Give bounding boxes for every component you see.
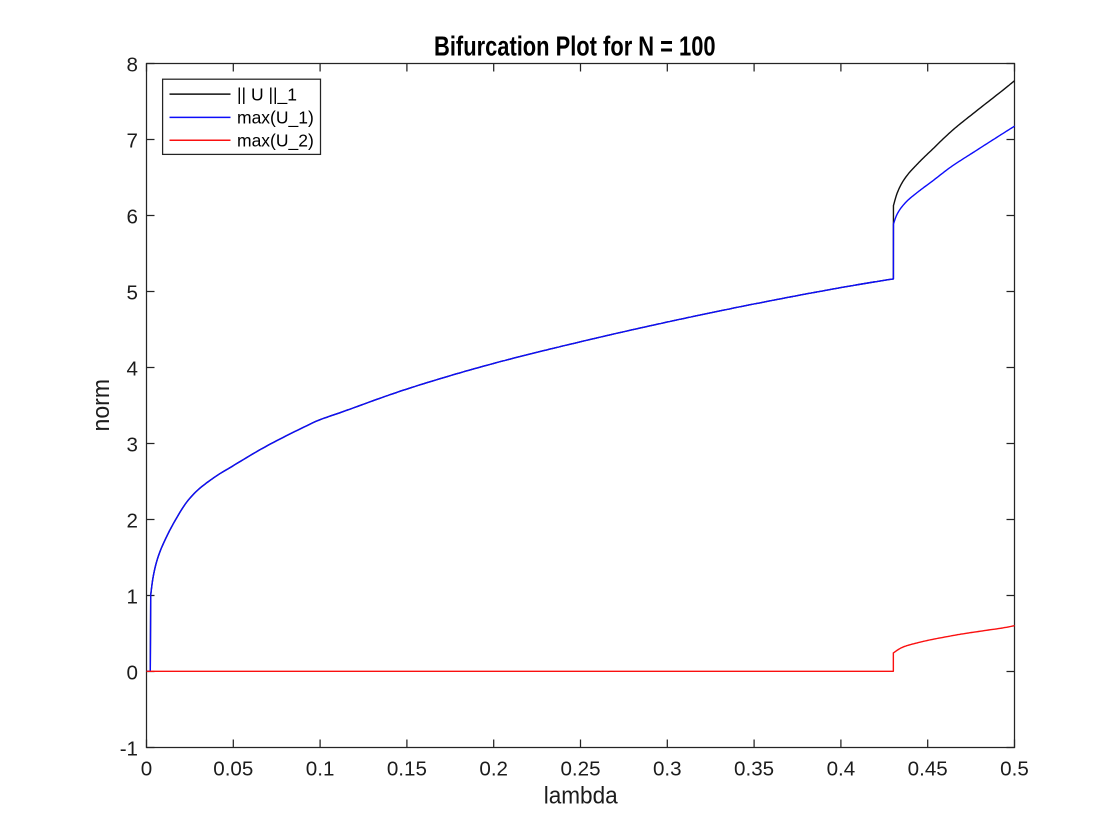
svg-text:0.05: 0.05 [213,758,253,781]
svg-text:max(U_1): max(U_1) [237,108,314,129]
svg-text:0: 0 [141,758,152,781]
svg-text:0.45: 0.45 [908,758,948,781]
svg-text:Bifurcation Plot for N = 100: Bifurcation Plot for N = 100 [434,31,716,62]
svg-text:-1: -1 [120,738,138,761]
svg-text:0.25: 0.25 [560,758,600,781]
svg-text:1: 1 [127,586,138,609]
svg-text:7: 7 [127,130,138,153]
svg-text:0: 0 [127,662,138,685]
svg-text:0.35: 0.35 [734,758,774,781]
svg-text:3: 3 [127,434,138,457]
svg-text:0.2: 0.2 [479,758,508,781]
svg-text:0.5: 0.5 [1000,758,1029,781]
svg-text:0.15: 0.15 [387,758,427,781]
svg-text:|| U ||_1: || U ||_1 [237,84,297,105]
svg-text:0.1: 0.1 [306,758,335,781]
svg-text:norm: norm [88,379,115,432]
svg-text:lambda: lambda [544,782,619,809]
svg-text:0.3: 0.3 [653,758,682,781]
svg-text:4: 4 [127,358,138,381]
svg-text:6: 6 [127,206,138,229]
svg-text:8: 8 [127,54,138,77]
svg-text:2: 2 [127,510,138,533]
svg-text:5: 5 [127,282,138,305]
svg-text:max(U_2): max(U_2) [237,130,314,151]
svg-text:0.4: 0.4 [827,758,856,781]
